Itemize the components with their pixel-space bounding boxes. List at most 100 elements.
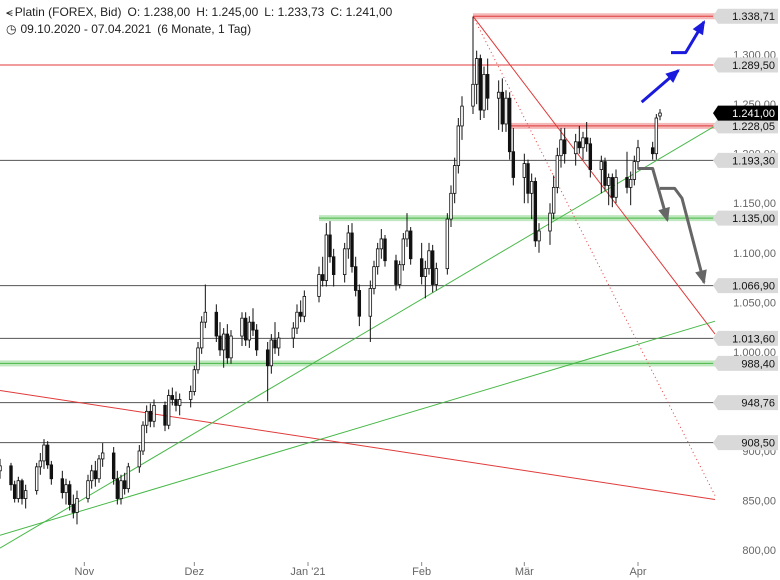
level-label-box [713, 118, 778, 134]
y-tick-label: 850,00 [742, 496, 776, 508]
x-tick-label: Jan '21 [290, 566, 325, 578]
level-label: 1.135,00 [732, 213, 775, 225]
candle-body [75, 498, 79, 513]
candle-body [137, 450, 142, 468]
x-tick-label: Nov [75, 566, 95, 578]
candle-body [295, 311, 299, 329]
candle-body [0, 465, 2, 472]
support-trendline [0, 320, 716, 536]
level-label-box [713, 355, 778, 371]
candle-body [423, 268, 428, 277]
candle-body [298, 311, 303, 317]
candle-body [302, 295, 307, 317]
candle-body [603, 161, 607, 186]
candle-body [174, 399, 178, 406]
candle-body [247, 321, 252, 341]
horizontal-levels [0, 15, 715, 444]
candle-body [394, 260, 398, 285]
candle-body [445, 218, 450, 270]
arrow-up-head [692, 20, 706, 36]
date-range: 09.10.2020 - 07.04.2021 [20, 22, 152, 36]
candle-body [548, 212, 552, 232]
instrument-name: Platin (FOREX, Bid) [14, 5, 122, 19]
chart-header: ⪪ Platin (FOREX, Bid) O: 1.238,00 H: 1.245,… [6, 5, 398, 20]
candle-body [12, 484, 17, 499]
candle-body [368, 288, 373, 317]
candle-body [273, 339, 277, 349]
level-label: 1.193,30 [732, 155, 775, 167]
candle-body [221, 333, 226, 351]
candle-body [405, 230, 409, 240]
high-value: H: 1.245,00 [196, 5, 259, 19]
candle-body [460, 105, 464, 127]
candle-body [229, 335, 233, 359]
candle-body [427, 250, 431, 270]
candle-body [16, 480, 21, 499]
candle-body [559, 139, 563, 157]
level-label-box [713, 57, 778, 73]
candle-body [148, 410, 153, 422]
candle-body [324, 234, 329, 281]
level-label: 908,50 [741, 438, 775, 450]
level-label: 948,76 [741, 398, 775, 410]
candle-body [383, 238, 387, 262]
arrow-down-head [658, 206, 670, 223]
candle-body [163, 405, 167, 426]
candle-body [188, 391, 193, 400]
candle-body [588, 143, 593, 170]
candle-body [276, 337, 281, 349]
candle-body [254, 329, 259, 351]
candle-body [122, 480, 127, 490]
candle-body [34, 466, 39, 492]
candle-body [144, 410, 149, 426]
candle-body [581, 137, 585, 149]
candle-body [537, 230, 541, 242]
candle-body [49, 464, 54, 480]
arrow-down-head [695, 269, 707, 285]
x-tick-label: Feb [412, 566, 431, 578]
arrow-down-shaft [660, 186, 706, 283]
clock-icon: ◷ [6, 22, 17, 36]
candle-body [584, 137, 589, 145]
candle-body [192, 369, 197, 392]
candle-body [93, 470, 98, 480]
candle-body [504, 97, 508, 125]
chart-type-icon: ⪪ [6, 5, 13, 19]
period-info: (6 Monate, 1 Tag) [157, 22, 252, 36]
candle-body [474, 58, 479, 85]
candle-body [357, 290, 362, 317]
resistance-trendline [472, 15, 716, 335]
candle-body [375, 248, 380, 268]
candle-body [533, 181, 538, 242]
y-tick-label: 1.100,00 [733, 248, 776, 260]
candle-body [89, 470, 94, 482]
y-tick-label: 1.150,00 [733, 198, 776, 210]
chart-subheader: ◷ 09.10.2020 - 07.04.2021 (6 Monate, 1 Tag… [6, 22, 257, 36]
level-label-box [713, 330, 778, 346]
resistance-trendline [472, 16, 716, 496]
candle-body [353, 266, 358, 291]
candle-body [478, 58, 483, 111]
candle-body [218, 335, 222, 351]
candle-body [628, 179, 633, 188]
projection-arrows [638, 20, 707, 285]
low-value: L: 1.233,73 [264, 5, 325, 19]
candle-body [196, 347, 200, 371]
candle-body [625, 177, 629, 188]
candle-body [100, 452, 105, 460]
candle-body [9, 465, 13, 486]
candle-body [97, 458, 101, 480]
candle-body [401, 238, 406, 266]
candle-body [599, 161, 604, 170]
resistance-trendline [0, 390, 716, 501]
support-trendline [0, 125, 716, 549]
candle-body [551, 186, 556, 214]
candle-body [141, 424, 145, 452]
candle-body [449, 192, 453, 220]
level-label: 988,40 [741, 358, 775, 370]
candle-body [526, 163, 530, 194]
last-price-label-box [713, 105, 778, 121]
candle-body [64, 484, 68, 494]
candle-body [42, 444, 46, 462]
